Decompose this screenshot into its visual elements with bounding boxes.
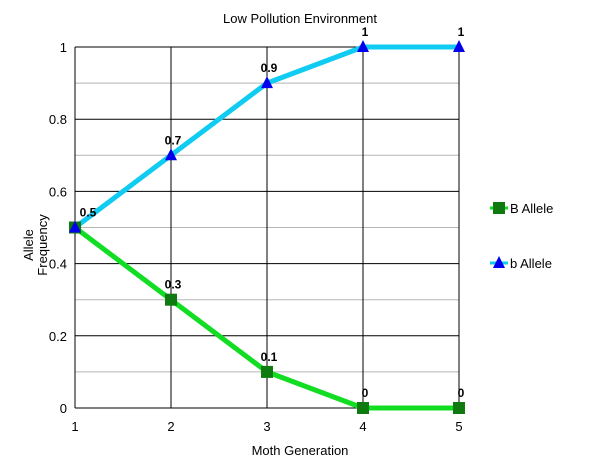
x-tick-label: 5 xyxy=(455,419,462,434)
x-tick-label: 3 xyxy=(263,419,270,434)
y-tick-label: 0.6 xyxy=(49,184,67,199)
triangle-marker xyxy=(165,148,177,161)
square-marker xyxy=(357,402,369,414)
x-axis-label: Moth Generation xyxy=(252,443,349,458)
square-marker xyxy=(261,365,273,378)
square-marker xyxy=(453,402,465,414)
triangle-marker xyxy=(493,256,505,268)
square-marker xyxy=(493,202,505,214)
legend-label: b Allele xyxy=(510,256,552,271)
data-label: 0.3 xyxy=(165,278,182,292)
triangle-marker xyxy=(69,220,81,233)
y-tick-label: 0.4 xyxy=(49,257,67,272)
y-tick-label: 0.8 xyxy=(49,112,67,127)
triangle-marker xyxy=(357,40,369,52)
data-label: 0 xyxy=(362,386,369,400)
triangle-marker xyxy=(453,40,465,52)
data-label: 0.9 xyxy=(261,61,278,75)
y-tick-label: 0 xyxy=(60,401,67,416)
y-tick-label: 1 xyxy=(60,40,67,55)
x-tick-label: 2 xyxy=(167,419,174,434)
triangle-marker xyxy=(261,76,273,89)
legend-label: B Allele xyxy=(510,201,553,216)
x-tick-label: 1 xyxy=(71,419,78,434)
y-axis-label: AlleleFrequency xyxy=(21,214,50,276)
chart-title: Low Pollution Environment xyxy=(223,11,377,26)
data-label: 0.5 xyxy=(80,206,97,220)
y-axis-label-line: Allele xyxy=(21,229,36,261)
data-label: 0.7 xyxy=(165,133,182,147)
legend: B Allele b Allele xyxy=(490,201,553,271)
data-label: 1 xyxy=(362,25,369,39)
y-tick-label: 0.2 xyxy=(49,329,67,344)
data-label: 1 xyxy=(458,25,465,39)
y-axis-label-line: Frequency xyxy=(35,214,50,276)
data-label: 0 xyxy=(458,386,465,400)
data-label: 0.1 xyxy=(261,350,278,364)
x-tick-label: 4 xyxy=(359,419,366,434)
data-labels: 0.5 0.3 0.1 0 0 0.7 0.9 1 1 xyxy=(80,25,465,400)
tick-labels: 0 0.2 0.4 0.6 0.8 1 1 2 3 4 5 xyxy=(49,40,463,434)
square-marker xyxy=(165,293,177,306)
series-group xyxy=(69,40,465,414)
